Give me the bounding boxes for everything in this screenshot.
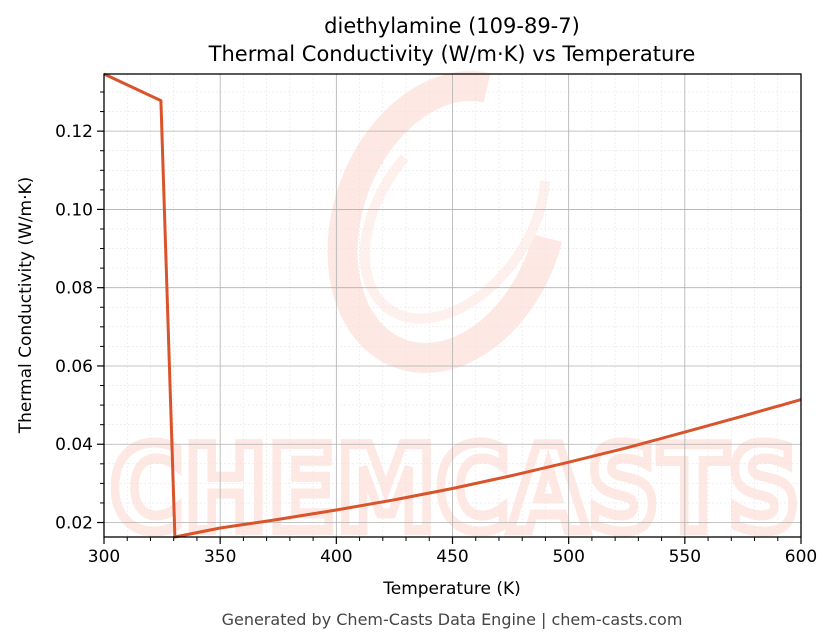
y-tick-label: 0.04 [55, 435, 93, 455]
watermark-swirl [327, 71, 569, 373]
y-tick-label: 0.12 [55, 122, 93, 142]
y-tick-label: 0.08 [55, 279, 93, 299]
x-tick-label: 350 [204, 547, 236, 567]
x-tick-label: 450 [436, 547, 468, 567]
x-axis-ticks: 300 350 400 450 500 550 600 [88, 537, 817, 567]
footer-credit: Generated by Chem-Casts Data Engine | ch… [222, 610, 683, 629]
y-tick-label: 0.02 [55, 514, 93, 534]
x-tick-label: 600 [785, 547, 817, 567]
chart-title: diethylamine (109-89-7) [324, 14, 580, 38]
x-tick-label: 550 [669, 547, 701, 567]
y-axis-ticks: 0.02 0.04 0.06 0.08 0.10 0.12 [55, 91, 104, 534]
x-tick-label: 400 [320, 547, 352, 567]
y-axis-label: Thermal Conductivity (W/m·K) [16, 177, 36, 435]
x-tick-label: 500 [552, 547, 584, 567]
y-tick-label: 0.10 [55, 200, 93, 220]
chart-subtitle: Thermal Conductivity (W/m·K) vs Temperat… [208, 42, 696, 66]
thermal-conductivity-line [103, 72, 802, 539]
x-tick-label: 300 [88, 547, 120, 567]
x-axis-label: Temperature (K) [382, 579, 521, 599]
watermark-swirl-inner [359, 106, 551, 324]
y-tick-label: 0.06 [55, 357, 93, 377]
